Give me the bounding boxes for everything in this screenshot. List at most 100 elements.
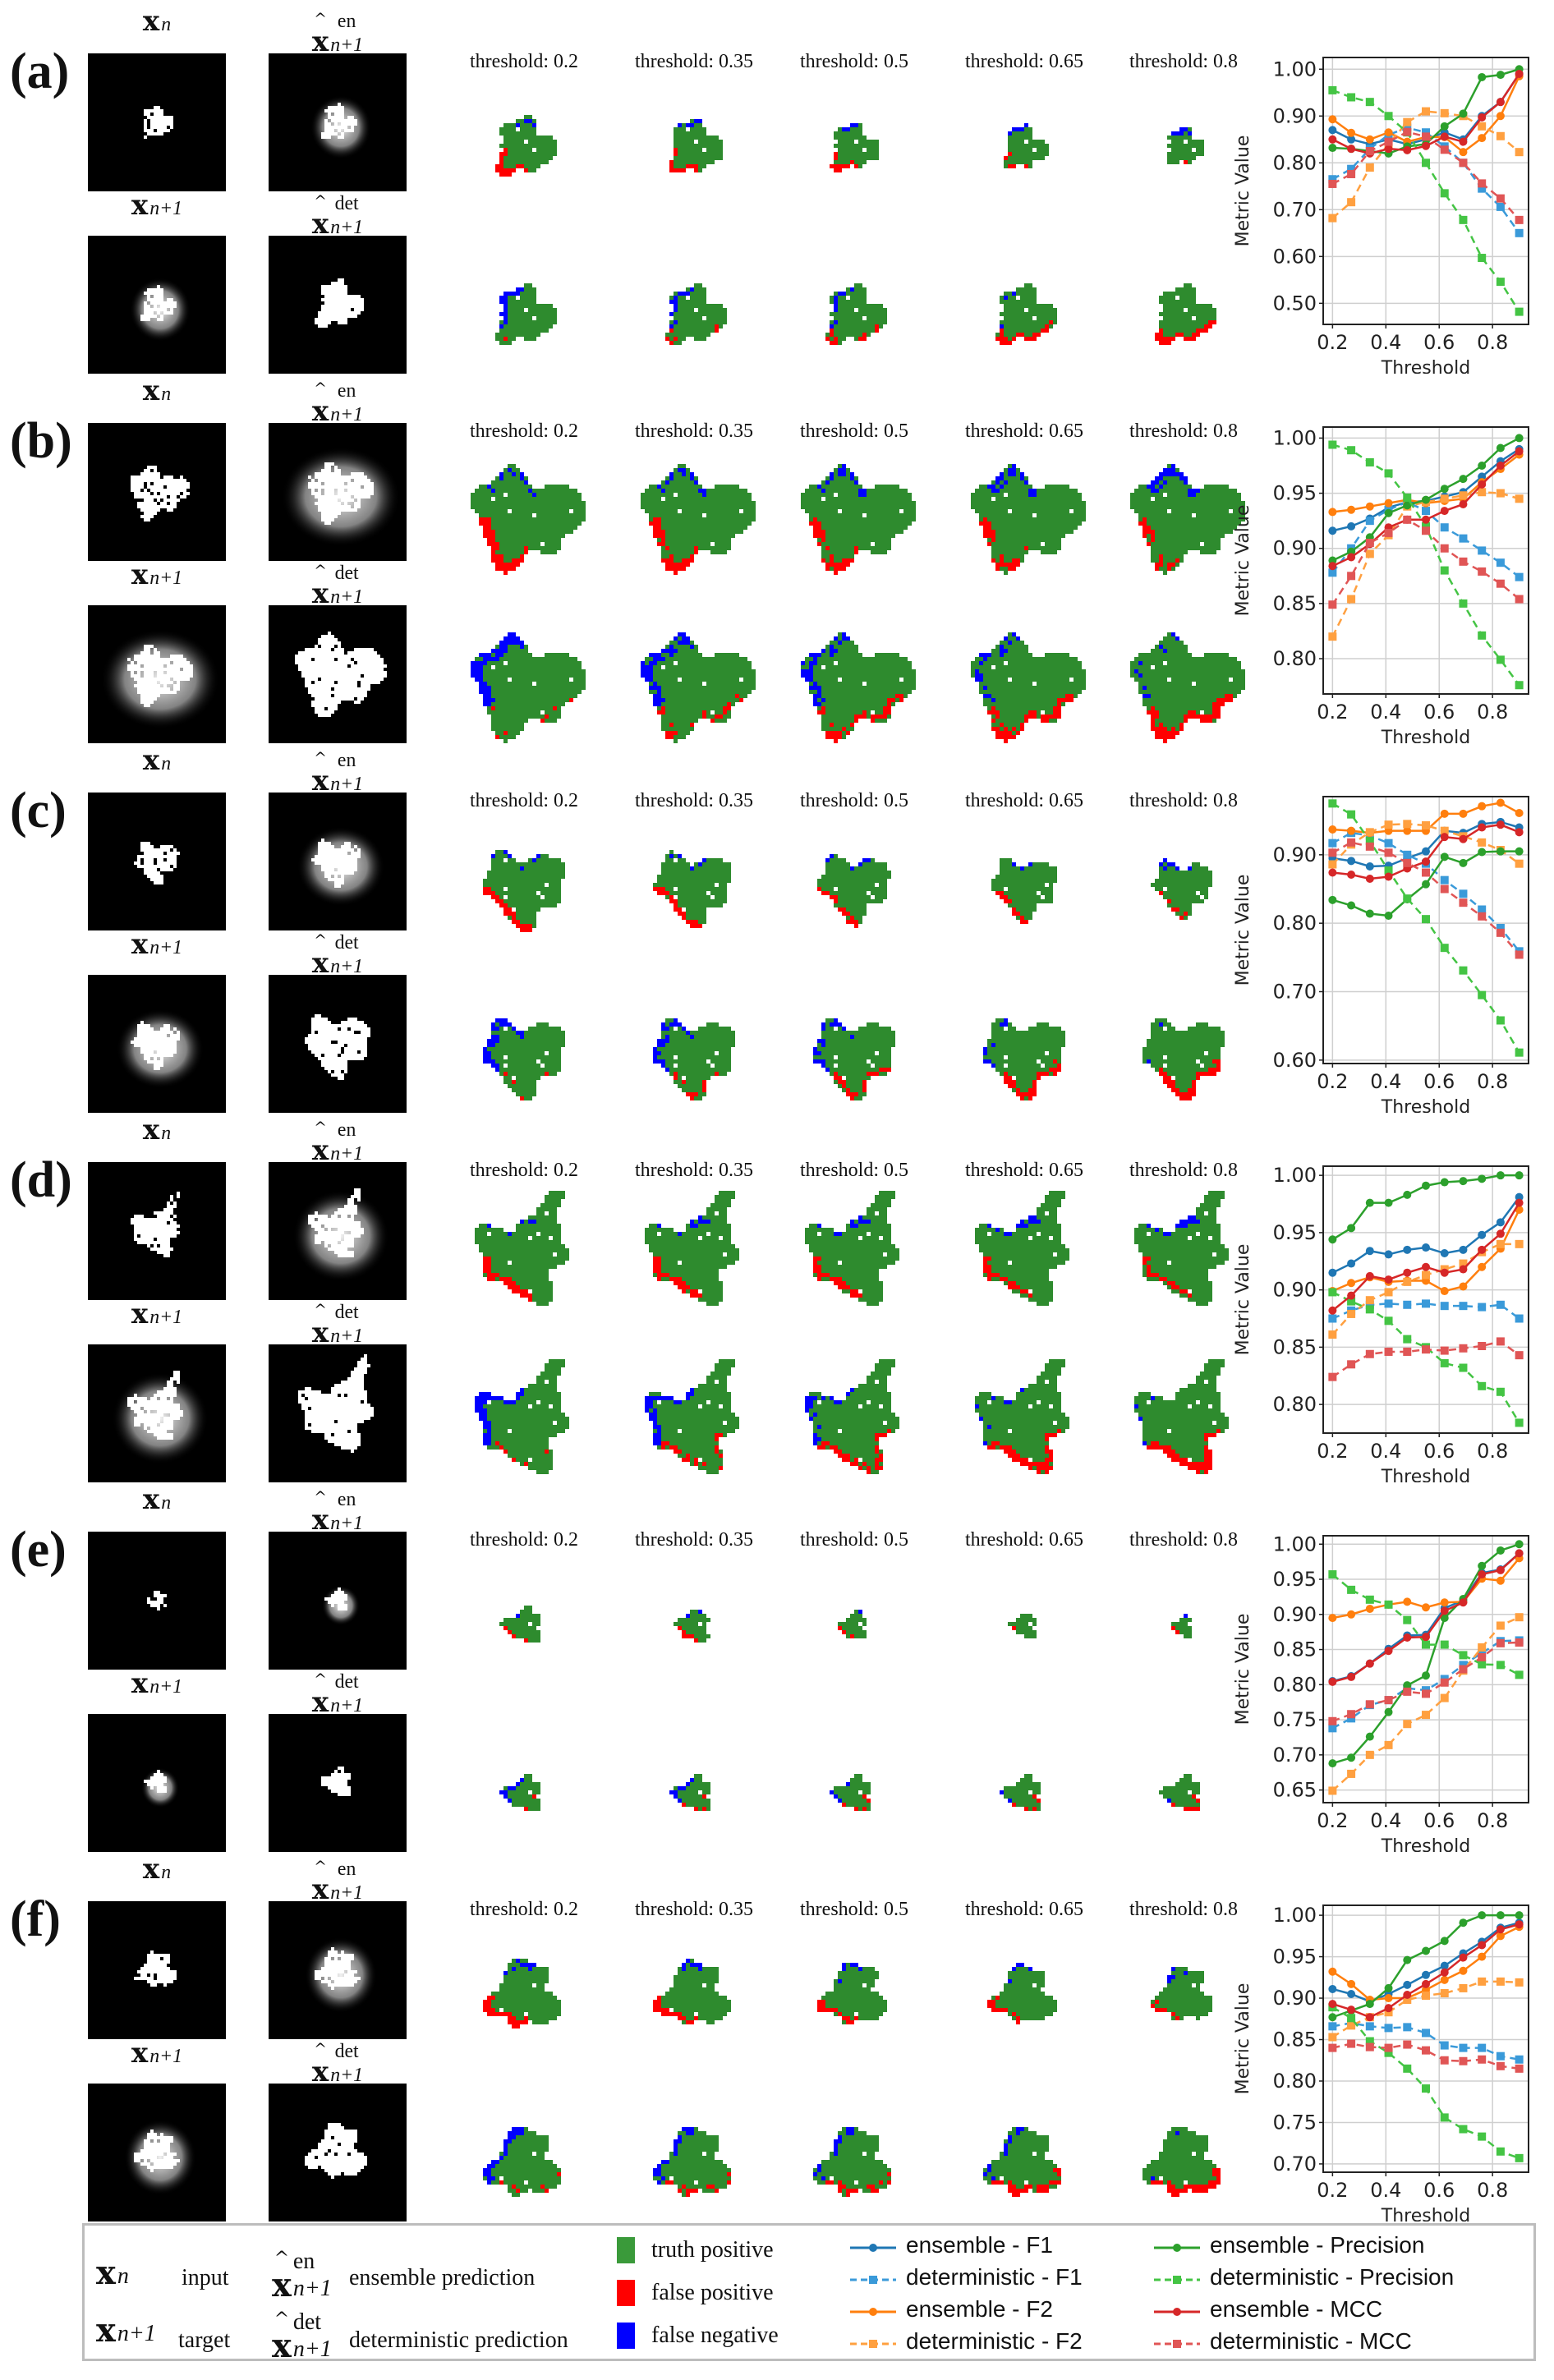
mask-cell-tp [1061,661,1065,665]
mask-cell-tp [678,505,682,509]
mask-cell-tp [495,509,499,513]
mask-cell-tp [842,521,846,526]
mask-cell-tp [1020,530,1024,534]
mask-cell-tp [649,657,653,661]
mask-cell-tp [830,517,834,521]
mask-cell-tp [871,517,875,521]
mask-cell-tp [528,123,532,127]
mask-cell-tp [516,706,520,710]
mask-cell-tp [573,686,577,690]
mask-cell-tp [520,727,524,731]
mask-cell-tp [858,513,862,517]
mask-cell-tp [739,665,743,669]
mask-cell-tp [540,497,545,501]
mask-cell-tp [723,534,727,538]
mask-cell-tp [871,489,875,493]
mask-cell-tp [516,534,520,538]
mask-cell-tp [1171,312,1175,316]
mask-cell-tp [528,140,532,144]
mask-cell-tp [512,329,516,333]
mask-cell-tp [1138,517,1143,521]
mask-cell-tp [653,493,657,497]
mask-cell-fn [850,287,854,292]
mask-cell-tp [1175,136,1179,140]
math-symbol-xen: ^ x en n+1 [312,10,363,57]
mask-cell-tp [825,493,830,497]
mask-cell-tp [879,673,883,678]
mask-cell-tp [706,538,710,542]
mask-cell-tp [1000,538,1004,542]
mask-cell-tp [553,669,557,673]
mask-cell-fp [520,164,524,168]
data-point-square [1347,169,1356,178]
mask-cell-tp [879,505,883,509]
mask-cell-tp [503,669,508,673]
mask-cell-tp [1004,690,1008,694]
mask-cell-tp [669,682,674,686]
mask-cell-tp [1082,686,1086,690]
mask-cell-tp [1008,489,1012,493]
mask-cell-fp [1024,546,1028,550]
mask-cell-tp [661,485,665,489]
mask-cell-tp [871,329,875,333]
mask-cell-tp [678,542,682,546]
mask-cell-tp [483,497,487,501]
mask-cell-tp [512,698,516,702]
mask-cell-tp [867,152,871,156]
mask-cell-tp [727,678,731,682]
mask-cell-tp [825,682,830,686]
mask-cell-tp [1163,292,1167,296]
mask-cell-tp [524,673,528,678]
mask-cell-fp [830,333,834,337]
mask-cell-tp [1037,148,1041,152]
mask-cell-tp [838,538,842,542]
mask-cell-tp [875,538,879,542]
mask-cell-tp [842,710,846,714]
mask-cell-tp [867,521,871,526]
mask-cell-fn [653,694,657,698]
mask-cell-tp [495,678,499,682]
mask-cell-tp [903,694,908,698]
mask-cell-fp [1028,710,1032,714]
mask-cell-tp [499,144,503,148]
mask-cell-tp [1184,329,1188,333]
mask-cell-tp [1082,678,1086,682]
mask-cell-tp [706,312,710,316]
mask-cell-tp [1061,526,1065,530]
mask-cell-fp [669,341,674,345]
mask-cell-tp [557,530,561,534]
mask-cell-tp [577,669,582,673]
mask-cell-tp [1188,140,1192,144]
mask-cell-tp [1012,489,1016,493]
mask-cell-tp [702,292,706,296]
mask-cell-tp [569,661,573,665]
mask-cell-tp [1049,546,1053,550]
mask-cell-tp [743,526,747,530]
mask-cell-tp [702,152,706,156]
mask-cell-tp [499,657,503,661]
mask-cell-tp [706,661,710,665]
mask-cell-tp [1078,673,1082,678]
mask-cell-tp [569,690,573,694]
mask-cell-tp [499,534,503,538]
mask-cell-tp [979,485,983,489]
mask-cell-tp [862,509,867,513]
mask-cell-tp [532,542,536,546]
mask-cell-tp [1041,657,1045,661]
mask-cell-tp [995,493,1000,497]
mask-cell-tp [1147,509,1151,513]
mask-cell-tp [669,517,674,521]
mask-cell-tp [813,509,817,513]
mask-cell-fn [645,673,649,678]
mask-cell-tp [665,657,669,661]
mask-cell-tp [830,678,834,682]
mask-cell-tp [665,727,669,731]
x-tick-label: 0.6 [1423,331,1455,354]
y-tick-label: 0.60 [1273,245,1317,268]
mask-cell-tp [1028,144,1032,148]
mask-cell-tp [1057,513,1061,517]
mask-cell-tp [1000,542,1004,546]
mask-cell-tp [1179,156,1184,160]
mask-cell-tp [723,542,727,546]
mask-cell-fn [1008,468,1012,472]
